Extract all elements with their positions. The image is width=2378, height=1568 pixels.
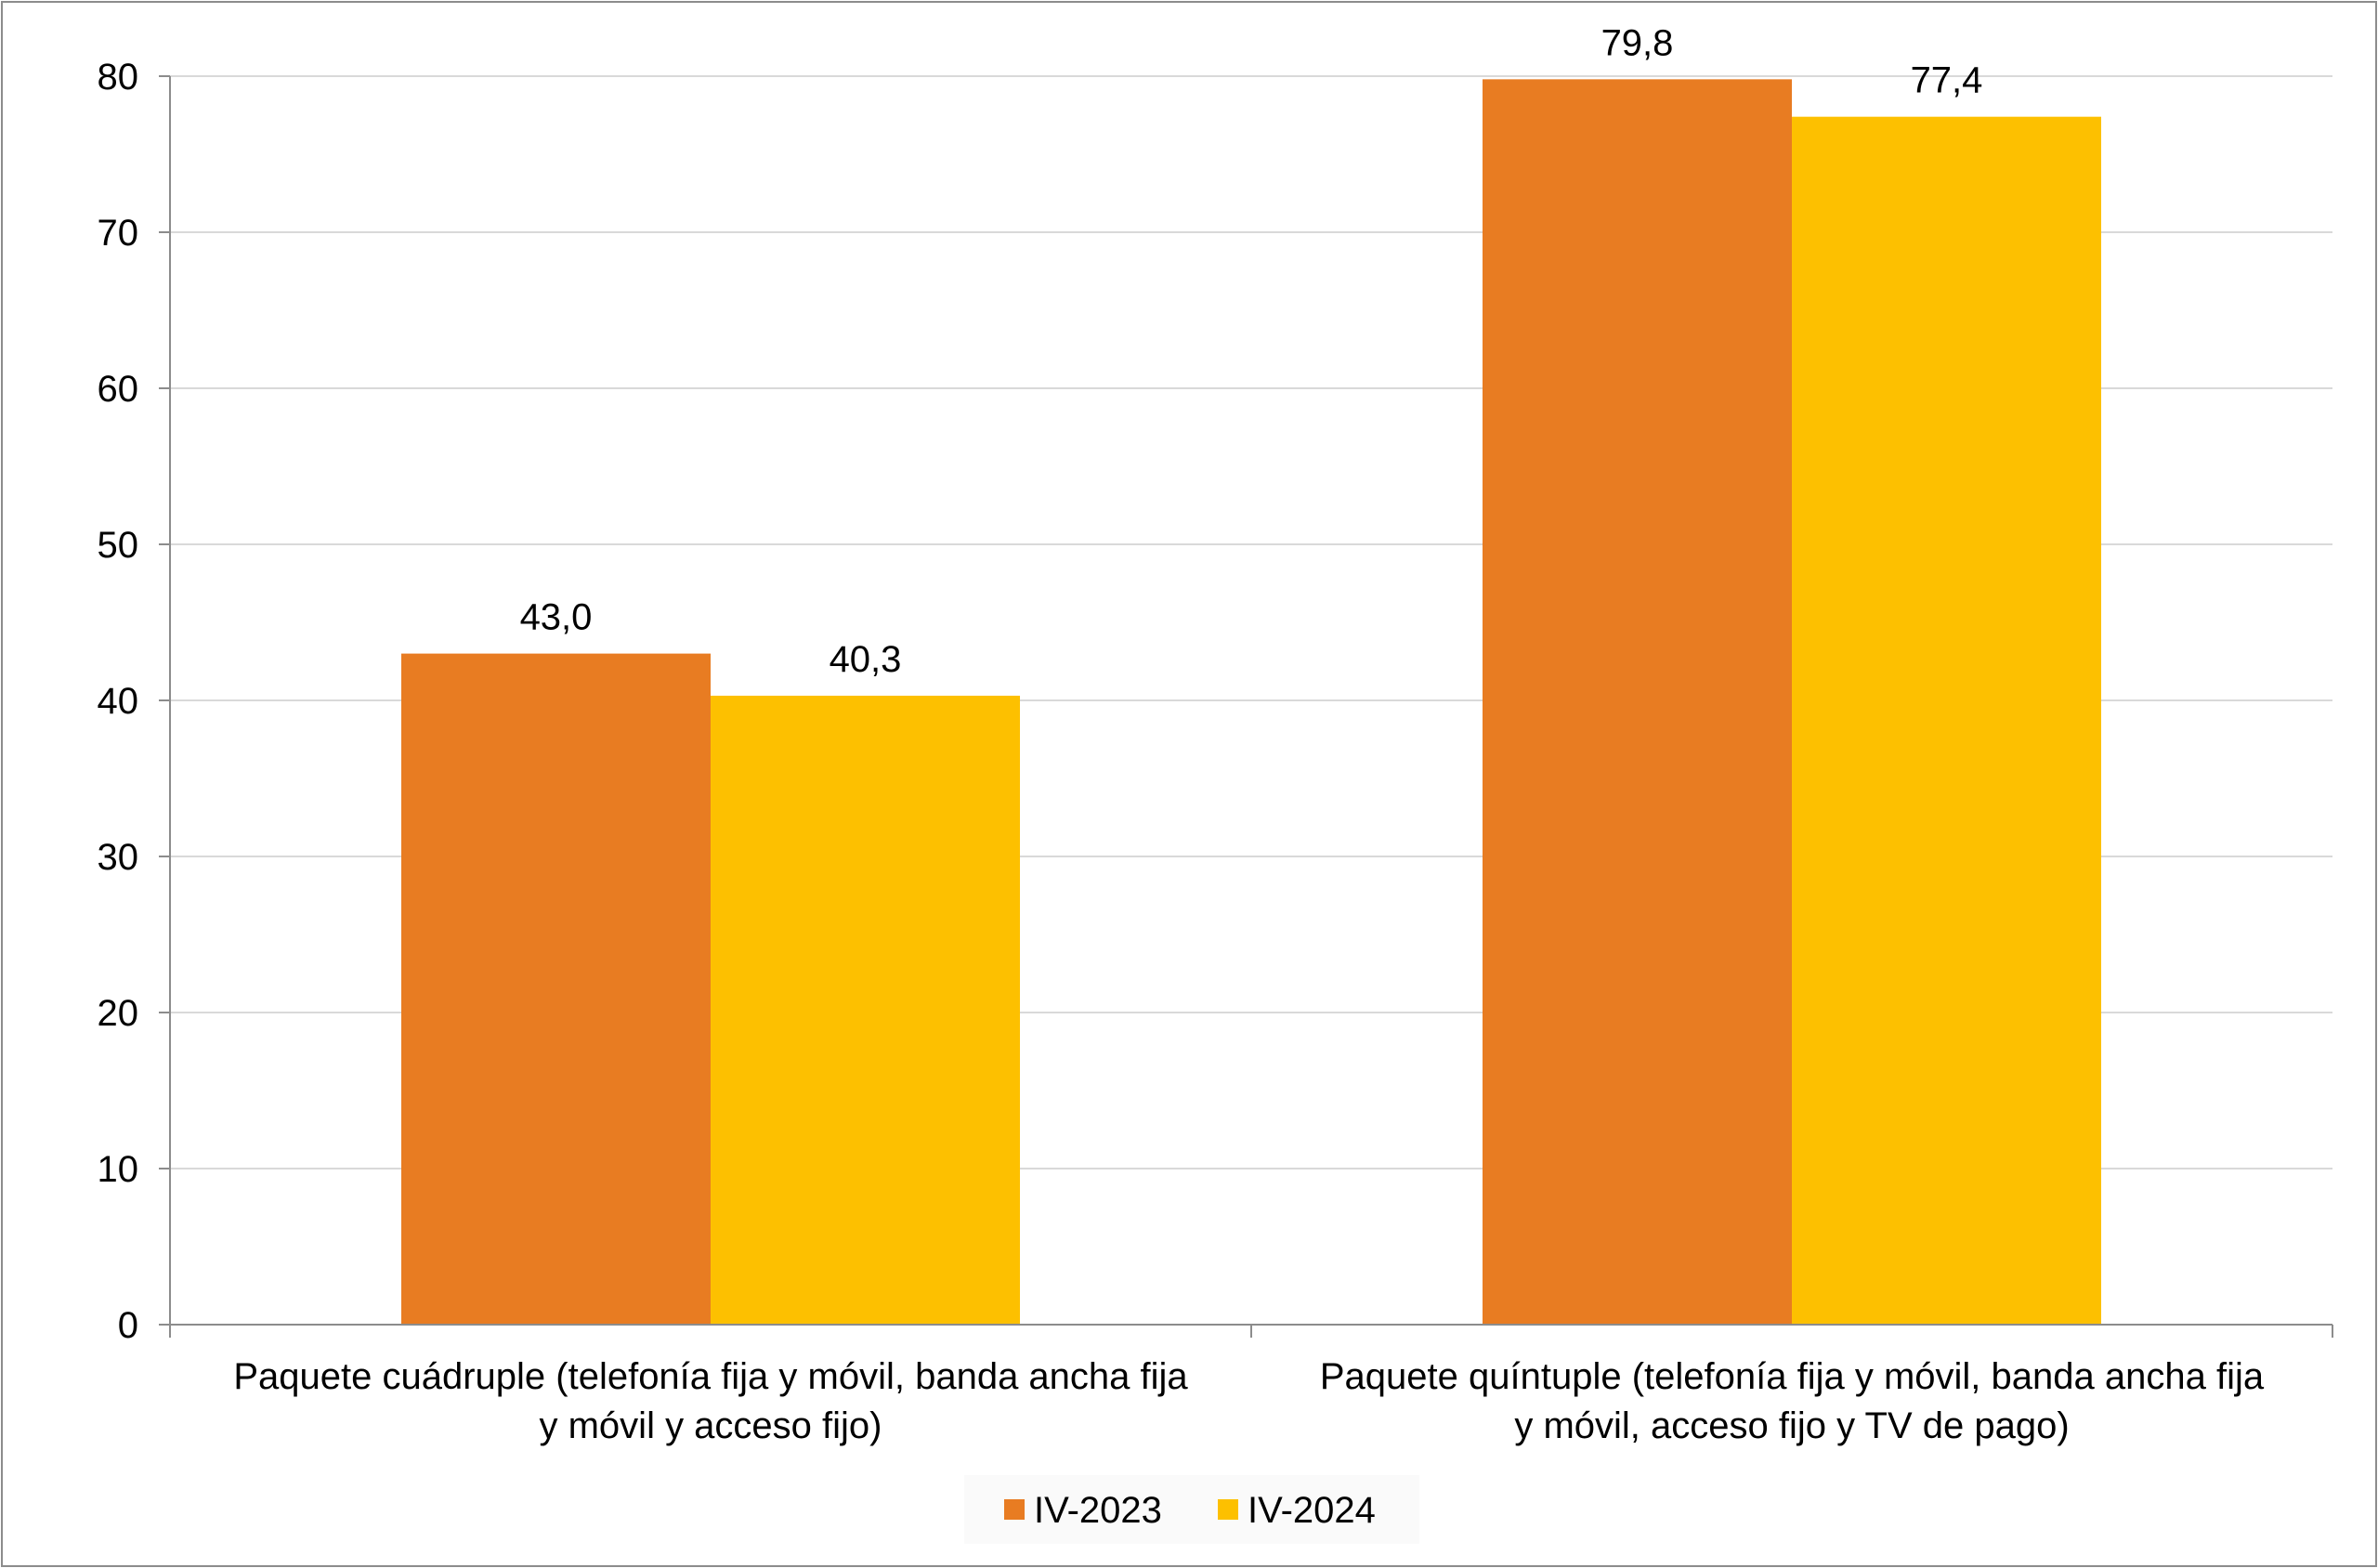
y-tick-label: 10: [98, 1149, 139, 1190]
axes: 0 10 20 30 40 50 60 70 80: [98, 57, 2333, 1346]
bar-chart: 0 10 20 30 40 50 60 70 80 43,0 40,3 79,8 77,4 Paque…: [98, 22, 2333, 1544]
y-tick-label: 50: [98, 525, 139, 566]
category-label: Paquete cuádruple (telefonía fija y móvi…: [233, 1356, 1188, 1397]
legend-swatch-iv-2023: [1004, 1499, 1025, 1520]
bar-iv-2023-1: [401, 653, 711, 1325]
y-tick-label: 60: [98, 369, 139, 410]
bars: [401, 79, 2101, 1326]
legend-box: [964, 1475, 1419, 1544]
data-label: 79,8: [1601, 22, 1674, 63]
data-labels: 43,0 40,3 79,8 77,4: [520, 22, 1983, 680]
legend: IV-2023 IV-2024: [964, 1475, 1419, 1544]
category-label: y móvil y acceso fijo): [540, 1405, 882, 1446]
legend-swatch-iv-2024: [1218, 1499, 1238, 1520]
legend-label: IV-2023: [1034, 1490, 1162, 1531]
category-label: y móvil, acceso fijo y TV de pago): [1514, 1405, 2069, 1446]
bar-iv-2024-1: [711, 695, 1020, 1325]
data-label: 77,4: [1911, 60, 1983, 101]
category-labels: Paquete cuádruple (telefonía fija y móvi…: [233, 1356, 2265, 1446]
y-tick-label: 80: [98, 57, 139, 98]
bar-iv-2024-2: [1792, 116, 2101, 1325]
bar-iv-2023-2: [1483, 79, 1792, 1326]
y-tick-label: 70: [98, 213, 139, 254]
y-tick-label: 20: [98, 993, 139, 1034]
data-label: 43,0: [520, 597, 593, 638]
y-tick-label: 30: [98, 837, 139, 878]
data-label: 40,3: [830, 639, 902, 680]
y-tick-label: 40: [98, 681, 139, 722]
category-label: Paquete quíntuple (telefonía fija y móvi…: [1320, 1356, 2265, 1397]
legend-label: IV-2024: [1248, 1490, 1376, 1531]
y-tick-label: 0: [118, 1305, 138, 1346]
